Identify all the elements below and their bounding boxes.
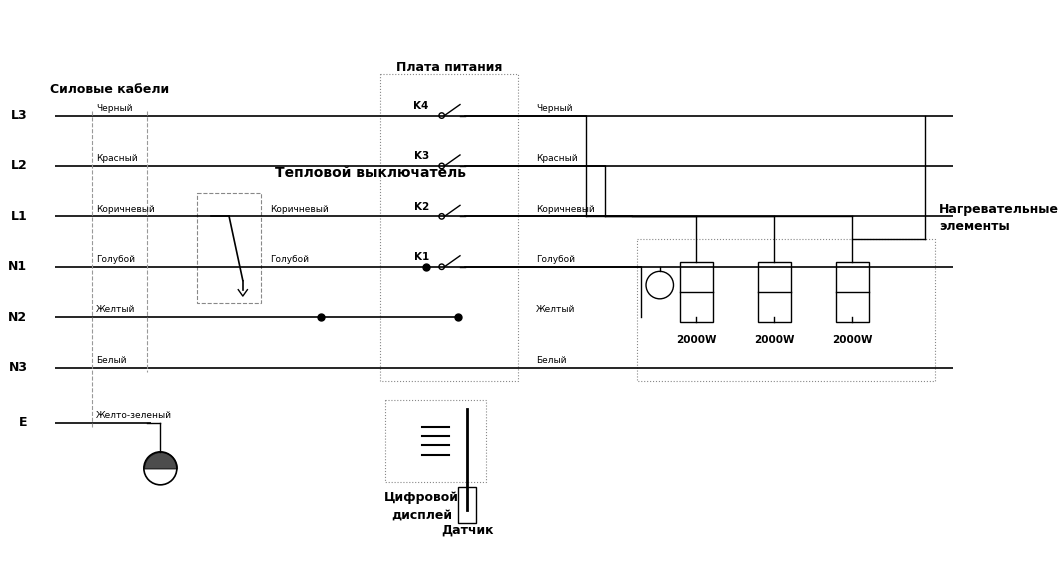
Text: Голубой: Голубой xyxy=(536,255,575,264)
Text: Датчик: Датчик xyxy=(441,523,494,537)
Text: E: E xyxy=(19,416,28,429)
Text: Голубой: Голубой xyxy=(97,255,135,264)
Text: Голубой: Голубой xyxy=(271,255,309,264)
Bar xyxy=(758,262,791,321)
Bar xyxy=(198,193,261,303)
Text: Цифровой
дисплей: Цифровой дисплей xyxy=(384,491,459,521)
Text: Белый: Белый xyxy=(536,356,566,365)
Text: Коричневый: Коричневый xyxy=(97,205,155,213)
Bar xyxy=(380,74,518,382)
Text: Силовые кабели: Силовые кабели xyxy=(50,84,170,97)
Text: Красный: Красный xyxy=(536,154,578,163)
Bar xyxy=(458,487,477,523)
Text: Желтый: Желтый xyxy=(97,305,136,315)
Text: Нагревательные
элементы: Нагревательные элементы xyxy=(939,202,1059,233)
Text: K3: K3 xyxy=(413,152,429,161)
Bar xyxy=(680,262,713,321)
Text: Черный: Черный xyxy=(97,104,133,113)
Text: 2000W: 2000W xyxy=(832,336,873,345)
Text: Желтый: Желтый xyxy=(536,305,576,315)
Text: N1: N1 xyxy=(8,260,28,273)
Text: L1: L1 xyxy=(11,210,28,223)
Text: N2: N2 xyxy=(8,311,28,324)
Bar xyxy=(637,239,935,382)
Text: L2: L2 xyxy=(11,160,28,173)
Text: Черный: Черный xyxy=(536,104,572,113)
Text: Коричневый: Коричневый xyxy=(536,205,595,213)
Text: N3: N3 xyxy=(8,361,28,374)
Text: 2000W: 2000W xyxy=(754,336,794,345)
Text: Коричневый: Коричневый xyxy=(271,205,329,213)
Text: Красный: Красный xyxy=(97,154,138,163)
Text: Желто-зеленый: Желто-зеленый xyxy=(97,411,172,420)
Text: Тепловой выключатель: Тепловой выключатель xyxy=(275,166,466,180)
Text: K4: K4 xyxy=(413,101,429,111)
Text: K2: K2 xyxy=(413,202,429,212)
Text: K1: K1 xyxy=(413,252,429,262)
Bar xyxy=(836,262,869,321)
Text: 2000W: 2000W xyxy=(676,336,717,345)
Bar xyxy=(384,400,485,482)
Text: L3: L3 xyxy=(11,109,28,122)
Text: Белый: Белый xyxy=(97,356,126,365)
Text: Плата питания: Плата питания xyxy=(396,61,502,74)
